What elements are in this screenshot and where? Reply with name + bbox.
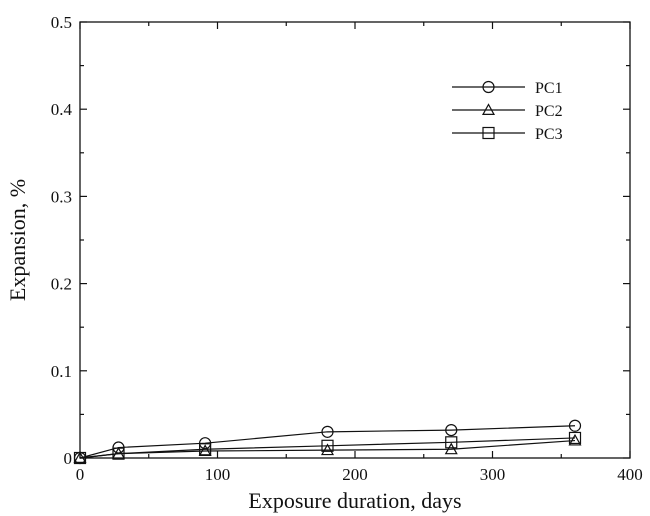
series-line-pc2 [79,439,576,459]
x-tick-label: 200 [342,465,368,484]
data-point-pc3 [199,443,212,456]
data-point-pc2 [444,442,458,455]
y-tick-label: 0.4 [51,100,73,119]
legend: PC1 PC2 PC3 [452,80,563,143]
legend-marker-pc1 [482,80,495,94]
series-line-pc1 [79,425,576,459]
y-axis-title: Expansion, % [5,179,30,301]
data-point-pc1 [321,425,334,438]
data-point-pc3 [568,431,582,445]
x-tick-label: 100 [205,465,231,484]
y-tick-label: 0 [64,449,73,468]
y-tick-label: 0.5 [51,13,72,32]
y-tick-label: 0.2 [51,275,72,294]
y-tick-label: 0.1 [51,362,72,381]
legend-label-pc2: PC2 [535,103,563,120]
legend-marker-pc2 [481,103,496,116]
x-tick-label: 0 [76,465,85,484]
data-point-pc1 [445,423,458,437]
data-point-pc3 [73,451,87,465]
data-point-pc2 [320,443,335,456]
legend-label-pc1: PC1 [535,80,563,97]
data-point-pc3 [112,447,125,460]
series-line-pc3 [79,437,576,459]
data-point-pc3 [321,439,334,452]
axis-ticks [79,21,631,459]
data-point-pc1 [199,437,212,450]
y-tick-label: 0.3 [51,187,72,206]
data-point-pc1 [112,441,125,454]
x-tick-label: 300 [480,465,506,484]
data-point-pc2 [198,444,212,457]
data-point-pc3 [445,436,458,449]
data-point-pc1 [568,419,582,432]
legend-label-pc3: PC3 [535,126,563,143]
series-layer [73,419,582,465]
x-axis-title: Exposure duration, days [248,488,461,513]
axis-tick-labels: 0 100 200 300 400 0 0.1 0.2 0.3 0.4 0.5 [51,13,643,484]
data-point-pc2 [568,433,582,446]
x-tick-label: 400 [617,465,643,484]
legend-marker-pc3 [482,126,495,140]
